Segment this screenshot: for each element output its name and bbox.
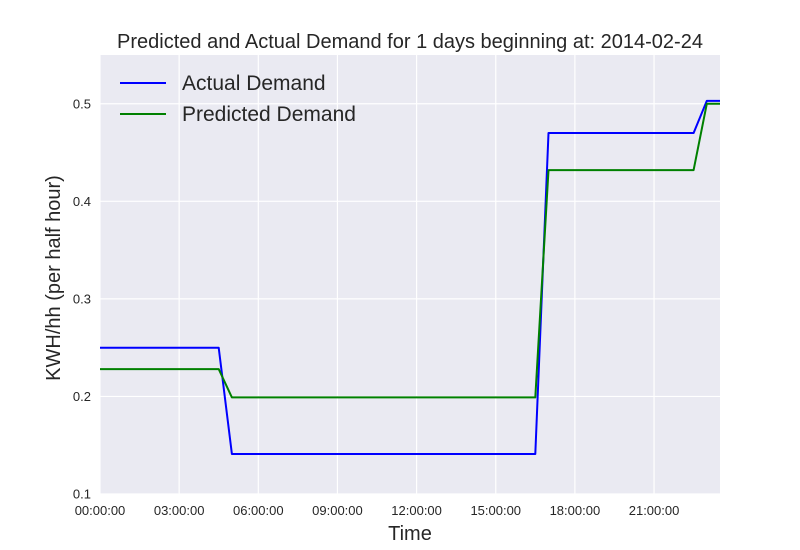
x-tick-label: 00:00:00 [75,503,126,518]
x-tick-label: 12:00:00 [391,503,442,518]
legend-label: Actual Demand [182,72,326,95]
chart-title: Predicted and Actual Demand for 1 days b… [117,31,703,53]
y-tick-label: 0.5 [73,96,91,111]
series-line-predicted-demand [100,102,720,399]
x-tick-label: 21:00:00 [629,503,680,518]
series-lines [100,99,720,455]
y-axis-label: KWH/hh (per half hour) [43,175,65,381]
y-tick-label: 0.3 [73,291,91,306]
x-tick-label: 09:00:00 [312,503,363,518]
legend-label: Predicted Demand [182,103,356,126]
x-axis-ticks: 00:00:00 03:00:00 06:00:00 09:00:00 12:00:00… [75,503,680,518]
x-tick-label: 18:00:00 [550,503,601,518]
x-tick-label: 06:00:00 [233,503,284,518]
y-axis-ticks: 0.1 0.2 0.3 0.4 0.5 [73,96,91,501]
y-tick-label: 0.4 [73,194,91,209]
x-axis-label: Time [388,523,432,545]
plot-area [100,55,720,494]
y-tick-label: 0.1 [73,487,91,502]
x-tick-label: 15:00:00 [470,503,521,518]
x-tick-label: 03:00:00 [154,503,205,518]
y-tick-label: 0.2 [73,389,91,404]
legend: Actual Demand Predicted Demand [120,72,356,126]
